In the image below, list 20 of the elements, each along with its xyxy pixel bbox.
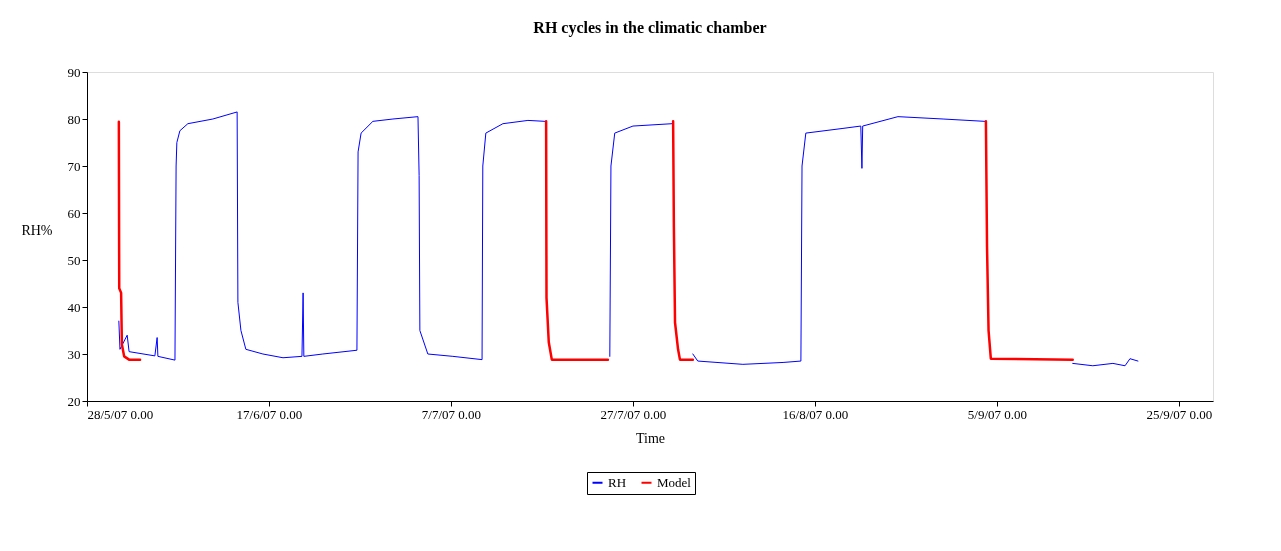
x-tick-label: 27/7/07 0.00: [600, 406, 667, 422]
x-tick-label: 16/8/07 0.00: [782, 406, 849, 422]
x-axis-title: Time: [635, 430, 666, 446]
legend-label: RH: [608, 474, 627, 490]
legend-label: Model: [657, 474, 692, 490]
y-tick-label: 70: [67, 158, 81, 174]
y-tick-label: 30: [67, 346, 81, 362]
y-tick-label: 50: [67, 252, 81, 268]
x-tick-label: 5/9/07 0.00: [967, 406, 1028, 422]
chart-title: RH cycles in the climatic chamber: [533, 19, 767, 37]
y-axis-title: RH%: [21, 222, 53, 238]
x-tick-label: 7/7/07 0.00: [421, 406, 482, 422]
y-tick-label: 80: [67, 111, 81, 127]
x-tick-label: 28/5/07 0.00: [87, 406, 154, 422]
y-tick-label: 40: [67, 299, 81, 315]
y-tick-label: 90: [67, 64, 81, 80]
y-tick-label: 60: [67, 205, 81, 221]
y-tick-label: 20: [67, 393, 81, 409]
x-tick-label: 17/6/07 0.00: [236, 406, 303, 422]
x-tick-label: 25/9/07 0.00: [1146, 406, 1213, 422]
